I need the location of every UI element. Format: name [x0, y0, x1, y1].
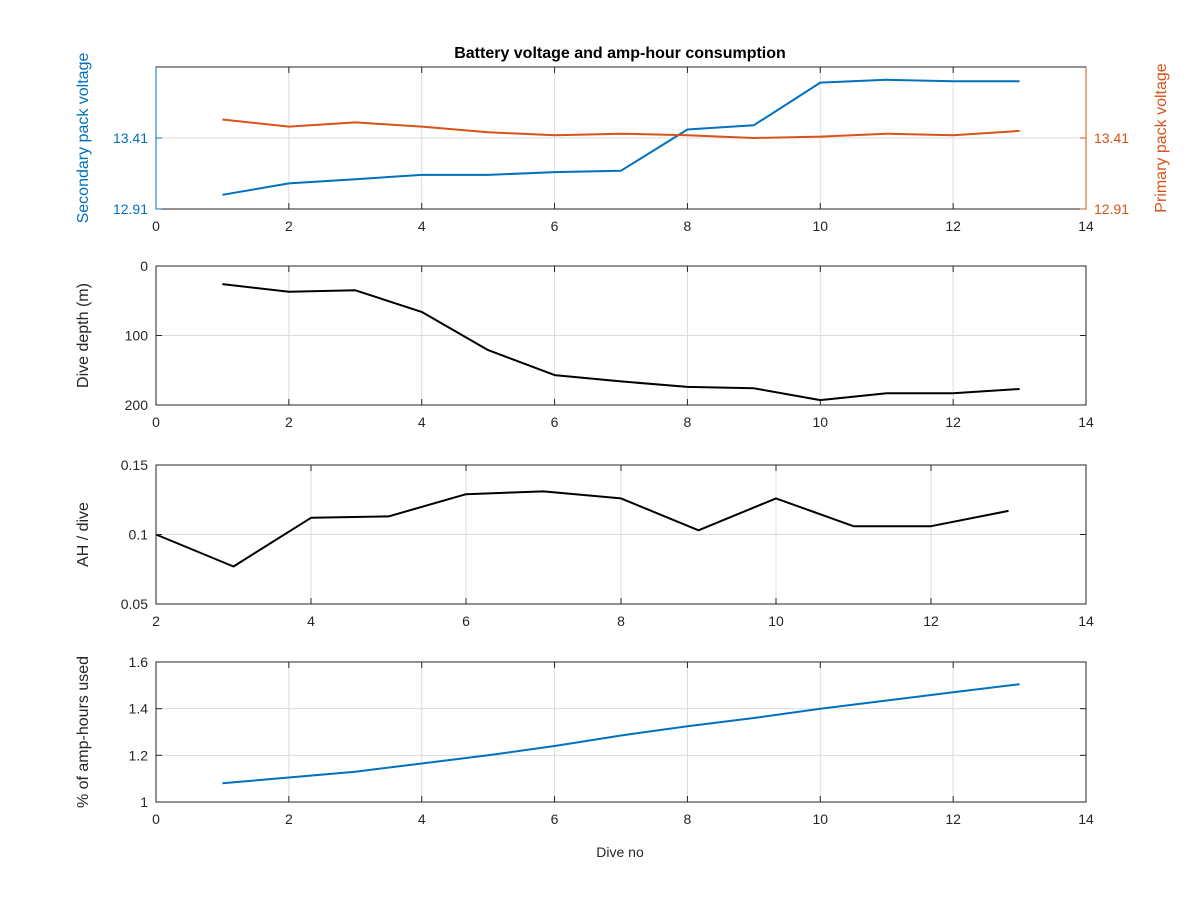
y-tick-label: 100 [125, 328, 149, 344]
x-tick-label: 2 [152, 613, 160, 629]
y-tick-label: 0 [140, 258, 148, 274]
x-tick-label: 14 [1078, 811, 1094, 827]
y-tick-label: 12.91 [1094, 201, 1129, 217]
x-tick-label: 6 [551, 414, 559, 430]
y-tick-label: 13.41 [1094, 130, 1129, 146]
x-tick-label: 2 [285, 414, 293, 430]
y-tick-label: 0.15 [121, 457, 148, 473]
y-axis-label: AH / dive [75, 502, 92, 567]
x-tick-label: 12 [945, 218, 961, 234]
series-line-1 [155, 490, 1009, 568]
x-tick-label: 4 [307, 613, 315, 629]
y-tick-label: 0.05 [121, 596, 148, 612]
subplot-2: 0 2 4 6 8 10 12 14 0 100 200 Dive depth (m) [75, 258, 1094, 430]
x-tick-label: 14 [1078, 414, 1094, 430]
subplot-3: 2 4 6 8 10 12 14 0.05 0.1 0.15 AH / dive [75, 457, 1094, 629]
y-tick-label: 1.2 [129, 747, 149, 763]
x-tick-label: 12 [945, 811, 961, 827]
subplot-4: 0 2 4 6 8 10 12 14 1 1.2 1.4 1.6 % of amp-hours used [75, 654, 1094, 827]
y-axis-label: % of amp-hours used [75, 656, 92, 808]
x-tick-label: 10 [812, 414, 828, 430]
x-tick-label: 4 [418, 811, 426, 827]
y-axis-label: Primary pack voltage [1153, 63, 1170, 212]
series-line-2 [222, 118, 1020, 139]
chart-title: Battery voltage and amp-hour consumption [454, 45, 786, 62]
x-tick-label: 14 [1078, 613, 1094, 629]
x-tick-label: 6 [551, 218, 559, 234]
series-line-1 [222, 283, 1020, 402]
x-tick-label: 4 [418, 218, 426, 234]
x-tick-label: 8 [684, 218, 692, 234]
x-tick-label: 8 [617, 613, 625, 629]
y-tick-label: 200 [125, 397, 149, 413]
y-tick-label: 12.91 [113, 201, 148, 217]
x-tick-label: 8 [684, 811, 692, 827]
x-axis-label: Dive no [596, 844, 644, 860]
series-line-1 [222, 78, 1020, 196]
y-axis-label: Secondary pack voltage [75, 53, 92, 224]
x-tick-label: 14 [1078, 218, 1094, 234]
x-tick-label: 12 [945, 414, 961, 430]
x-tick-label: 0 [152, 218, 160, 234]
y-tick-label: 1.4 [129, 701, 149, 717]
series-line-1 [222, 683, 1020, 785]
x-tick-label: 10 [768, 613, 784, 629]
y-tick-label: 1.6 [129, 654, 149, 670]
x-tick-label: 2 [285, 811, 293, 827]
axes-box [155, 661, 1087, 803]
x-tick-label: 0 [152, 811, 160, 827]
x-tick-label: 10 [812, 811, 828, 827]
x-tick-label: 2 [285, 218, 293, 234]
x-tick-label: 6 [551, 811, 559, 827]
x-tick-label: 10 [812, 218, 828, 234]
x-tick-label: 0 [152, 414, 160, 430]
x-tick-label: 8 [684, 414, 692, 430]
x-tick-label: 6 [462, 613, 470, 629]
x-tick-label: 12 [923, 613, 939, 629]
y-tick-label: 1 [140, 794, 148, 810]
y-axis-label: Dive depth (m) [75, 283, 92, 388]
x-tick-label: 4 [418, 414, 426, 430]
y-tick-label: 13.41 [113, 130, 148, 146]
y-tick-label: 0.1 [129, 527, 149, 543]
